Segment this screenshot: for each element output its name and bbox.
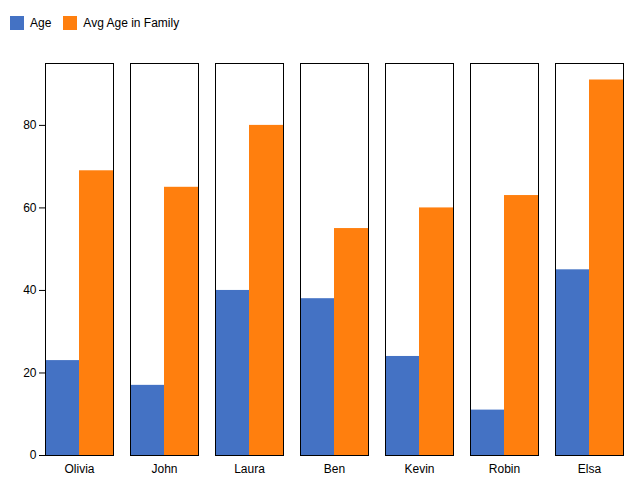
svg-text:80: 80 <box>23 118 37 132</box>
html-text:Age: Age <box>30 15 52 30</box>
html-text:Avg Age in Family: Avg Age in Family <box>83 15 180 30</box>
svg-text:Laura: Laura <box>234 462 265 476</box>
svg-text:40: 40 <box>23 283 37 297</box>
svg-text:Kevin: Kevin <box>404 462 434 476</box>
svg-text:Olivia: Olivia <box>64 462 94 476</box>
svg-text:Robin: Robin <box>489 462 520 476</box>
svg-text:Ben: Ben <box>324 462 345 476</box>
svg-text:20: 20 <box>23 366 37 380</box>
svg-text:0: 0 <box>30 448 37 462</box>
svg-text:Elsa: Elsa <box>578 462 602 476</box>
svg-text:John: John <box>151 462 177 476</box>
svg-text:60: 60 <box>23 201 37 215</box>
